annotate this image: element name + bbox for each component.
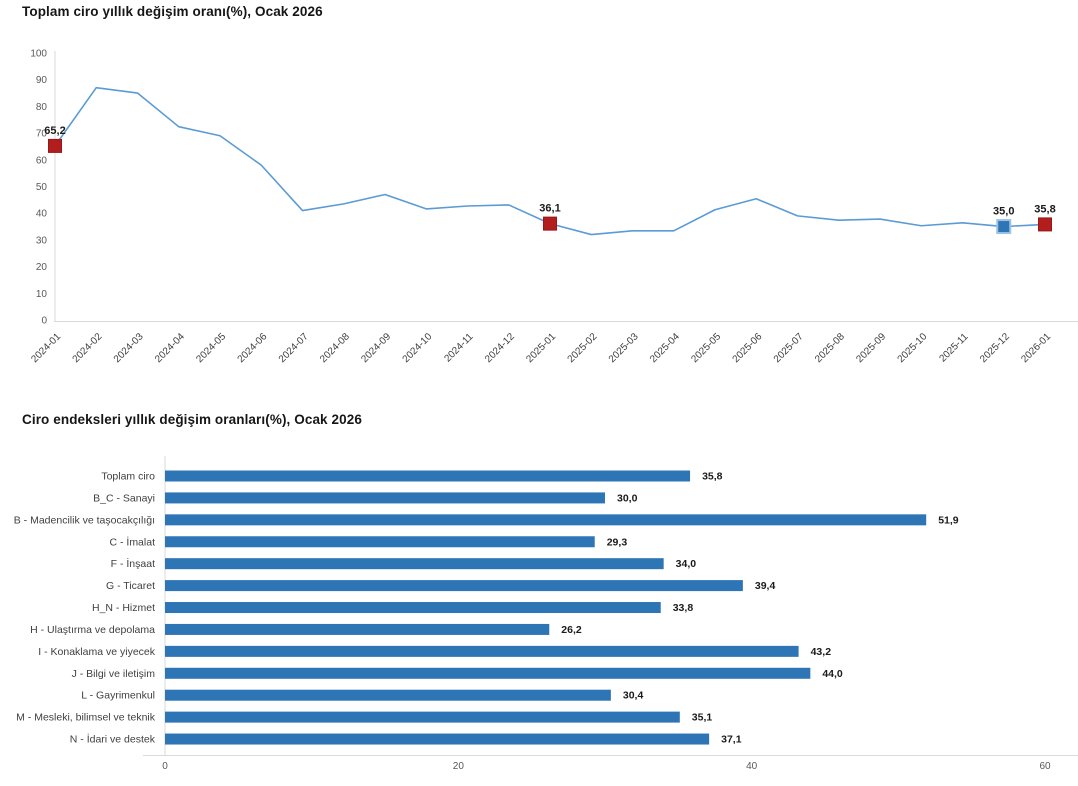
- x-tick-label: 2025-12: [978, 331, 1012, 365]
- x-tick-label: 2024-08: [318, 331, 352, 365]
- point-value-label: 35,8: [1034, 203, 1055, 215]
- x-tick-label: 2024-10: [401, 331, 435, 365]
- x-tick-label: 2024-12: [483, 331, 517, 365]
- bar-category-label: B_C - Sanayi: [93, 492, 155, 504]
- bar-value-label: 51,9: [938, 514, 959, 526]
- bar-value-label: 43,2: [811, 646, 832, 658]
- bar: [165, 492, 605, 504]
- bar: [165, 623, 550, 635]
- bar: [165, 558, 664, 570]
- x-tick-label: 2025-07: [772, 331, 806, 365]
- bar-value-label: 30,4: [623, 690, 644, 702]
- bar-category-label: J - Bilgi ve iletişim: [72, 668, 156, 680]
- x-tick-label: 2025-10: [896, 331, 930, 365]
- bar: [165, 733, 710, 745]
- point-value-label: 35,0: [993, 206, 1014, 218]
- x-tick-label: 2024-05: [194, 331, 228, 365]
- x-tick-label: 2024-09: [359, 331, 393, 365]
- y-tick-label: 70: [36, 129, 48, 140]
- x-tick-label: 2024-04: [153, 331, 187, 365]
- point-value-label: 65,2: [44, 125, 65, 137]
- red-square-marker: [1038, 217, 1052, 232]
- x-tick-label: 2025-01: [524, 331, 558, 365]
- x-tick-label: 2024-01: [29, 331, 63, 365]
- bar-value-label: 30,0: [617, 492, 638, 504]
- bar-category-label: C - İmalat: [109, 535, 155, 548]
- bar: [165, 667, 811, 679]
- y-tick-label: 30: [36, 235, 48, 246]
- blue-square-marker: [996, 219, 1012, 235]
- x-tick-label: 20: [453, 761, 465, 772]
- bar-category-label: H - Ulaştırma ve depolama: [30, 624, 155, 636]
- bar-chart-title: Ciro endeksleri yıllık değişim oranları(…: [22, 412, 362, 427]
- x-tick-label: 2024-11: [442, 331, 476, 365]
- x-tick-label: 2024-07: [277, 331, 311, 365]
- bar-chart: Toplam ciro 35,8 B_C - Sanayi 30,0 B - Maden…: [14, 456, 1078, 772]
- bar: [165, 514, 927, 526]
- bar-value-label: 33,8: [673, 602, 694, 614]
- bar-category-label: M - Mesleki, bilimsel ve teknik: [16, 712, 156, 724]
- point-value-label: 36,1: [539, 203, 560, 215]
- y-tick-label: 60: [36, 155, 48, 166]
- x-tick-label: 60: [1039, 761, 1051, 772]
- x-tick-label: 2025-03: [607, 331, 641, 365]
- x-tick-label: 2026-01: [1019, 331, 1053, 365]
- x-tick-label: 2024-06: [236, 331, 270, 365]
- bar-category-label: F - İnşaat: [111, 557, 155, 570]
- x-tick-label: 2024-03: [112, 331, 146, 365]
- x-tick-label: 2025-05: [689, 331, 723, 365]
- y-tick-label: 10: [36, 289, 48, 300]
- x-tick-label: 2024-02: [71, 331, 105, 365]
- bar: [165, 536, 595, 548]
- bar-category-label: H_N - Hizmet: [92, 602, 155, 614]
- x-tick-label: 40: [746, 761, 758, 772]
- bar-category-label: L - Gayrimenkul: [81, 690, 155, 702]
- x-tick-label: 2025-04: [648, 331, 682, 365]
- y-tick-label: 40: [36, 209, 48, 220]
- bar: [165, 602, 661, 614]
- bar-category-label: G - Ticaret: [106, 580, 155, 592]
- line-chart-title: Toplam ciro yıllık değişim oranı(%), Oca…: [22, 4, 323, 19]
- bar: [165, 711, 680, 723]
- y-tick-label: 80: [36, 102, 48, 113]
- x-tick-label: 2025-09: [854, 331, 888, 365]
- y-tick-label: 0: [41, 316, 47, 327]
- bar-value-label: 35,1: [692, 712, 713, 724]
- bar-value-label: 44,0: [822, 668, 843, 680]
- x-tick-label: 2025-02: [566, 331, 600, 365]
- bar-value-label: 34,0: [676, 558, 697, 570]
- y-tick-label: 100: [30, 49, 47, 60]
- y-tick-label: 50: [36, 182, 48, 193]
- red-square-marker: [48, 138, 62, 153]
- y-tick-label: 20: [36, 262, 48, 273]
- bar: [165, 470, 691, 482]
- bar: [165, 645, 799, 657]
- x-tick-label: 2025-11: [937, 331, 971, 365]
- bar-category-label: B - Madencilik ve taşocakçılığı: [14, 514, 155, 526]
- x-tick-label: 0: [162, 761, 168, 772]
- x-tick-label: 2025-06: [731, 331, 765, 365]
- bar-value-label: 37,1: [721, 734, 742, 746]
- red-square-marker: [543, 216, 557, 231]
- bar-category-label: N - İdari ve destek: [70, 733, 156, 746]
- bar: [165, 580, 743, 592]
- bar-category-label: Toplam ciro: [101, 471, 155, 483]
- x-tick-label: 2025-08: [813, 331, 847, 365]
- bar-value-label: 26,2: [561, 624, 582, 636]
- bar-value-label: 35,8: [702, 471, 723, 483]
- bar-value-label: 29,3: [607, 536, 628, 548]
- bar: [165, 689, 611, 701]
- y-tick-label: 90: [36, 75, 48, 86]
- bar-value-label: 39,4: [755, 580, 776, 592]
- bar-category-label: I - Konaklama ve yiyecek: [38, 646, 155, 658]
